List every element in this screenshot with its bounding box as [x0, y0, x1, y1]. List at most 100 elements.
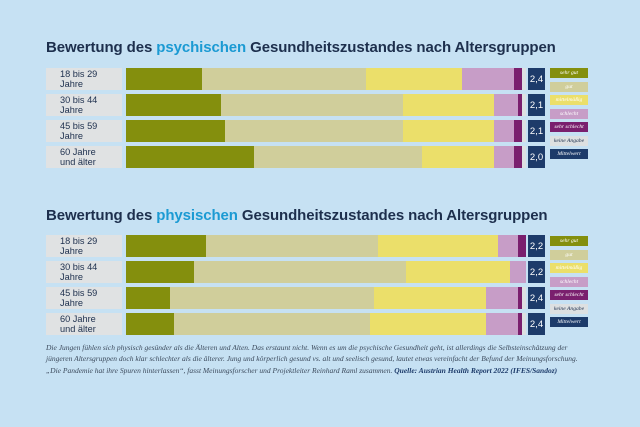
bar-segment-mittelmaessig	[370, 313, 486, 335]
bar-segment-keine-angabe	[522, 313, 526, 335]
chart-title: Bewertung des physischen Gesundheitszust…	[46, 207, 548, 224]
category-label: 18 bis 29 Jahre	[46, 235, 122, 257]
bar-segment-schlecht	[486, 287, 518, 309]
bar-segment-schlecht	[494, 146, 514, 168]
title-part-1: Bewertung des	[46, 39, 157, 56]
chart-row: 45 bis 59 Jahre 2,1	[0, 120, 640, 142]
bar-segment-schlecht	[462, 68, 514, 90]
bar-segment-sehr-schlecht	[518, 235, 526, 257]
bar-segment-gut	[206, 235, 378, 257]
caption-source: Quelle: Austrian Health Report 2022 (IFE…	[394, 365, 558, 375]
bar-segment-mittelmaessig	[422, 146, 494, 168]
chart-row: 18 bis 29 Jahre 2,2	[0, 235, 640, 257]
bar-segment-sehr-gut	[126, 261, 194, 283]
bar-segment-sehr-schlecht	[518, 313, 522, 335]
mean-value: 2,4	[528, 313, 545, 335]
stacked-bar	[126, 235, 526, 257]
bar-segment-sehr-gut	[126, 120, 225, 142]
mean-value: 2,0	[528, 146, 545, 168]
legend-item-keine-angabe: keine Angabe	[550, 303, 588, 314]
bar-segment-sehr-schlecht	[518, 287, 522, 309]
bar-segment-sehr-schlecht	[514, 120, 523, 142]
bar-segment-sehr-gut	[126, 235, 206, 257]
stacked-bar	[126, 94, 526, 116]
legend-item-schlecht: schlecht	[550, 108, 588, 119]
bar-segment-sehr-schlecht	[514, 146, 522, 168]
chart-row: 30 bis 44 Jahre 2,2	[0, 261, 640, 283]
bar-segment-gut	[221, 94, 404, 116]
mean-value: 2,2	[528, 235, 545, 257]
bar-segment-gut	[254, 146, 422, 168]
category-label: 45 bis 59 Jahre	[46, 120, 122, 142]
title-highlight: physischen	[156, 207, 238, 224]
stacked-bar	[126, 261, 526, 283]
bar-segment-gut	[174, 313, 370, 335]
legend-item-gut: gut	[550, 81, 588, 92]
mean-value: 2,4	[528, 68, 545, 90]
chart-row: 30 bis 44 Jahre 2,1	[0, 94, 640, 116]
legend-item-keine-angabe: keine Angabe	[550, 135, 588, 146]
chart-row: 18 bis 29 Jahre 2,4	[0, 68, 640, 90]
bar-segment-mittelmaessig	[378, 235, 498, 257]
stacked-bar	[126, 313, 526, 335]
mean-value: 2,2	[528, 261, 545, 283]
caption: Die Jungen fühlen sich physisch gesünder…	[46, 342, 594, 376]
title-part-1: Bewertung des	[46, 207, 157, 224]
chart-row: 45 bis 59 Jahre 2,4	[0, 287, 640, 309]
stacked-bar	[126, 68, 526, 90]
bar-segment-sehr-gut	[126, 287, 170, 309]
bar-segment-schlecht	[486, 313, 518, 335]
bar-segment-mittelmaessig	[406, 261, 510, 283]
chart-title: Bewertung des psychischen Gesundheitszus…	[46, 39, 556, 56]
mean-value: 2,1	[528, 94, 545, 116]
title-highlight: psychischen	[156, 39, 247, 56]
stacked-bar	[126, 120, 526, 142]
legend-item-schlecht: schlecht	[550, 276, 588, 287]
bar-segment-sehr-gut	[126, 146, 254, 168]
stacked-bar	[126, 287, 526, 309]
bar-segment-sehr-gut	[126, 94, 222, 116]
category-label: 60 Jahre und älter	[46, 313, 122, 335]
title-part-3: Gesundheitszustandes nach Altersgruppen	[246, 39, 556, 56]
caption-text: Die Jungen fühlen sich physisch gesünder…	[46, 343, 578, 375]
bar-segment-sehr-schlecht	[514, 68, 522, 90]
legend-item-sehr-gut: sehr gut	[550, 68, 588, 78]
legend-item-mittelmaessig: mittelmäßig	[550, 95, 588, 105]
category-label: 30 bis 44 Jahre	[46, 94, 122, 116]
stacked-bar	[126, 146, 526, 168]
category-label: 30 bis 44 Jahre	[46, 261, 122, 283]
legend-item-sehr-schlecht: sehr schlecht	[550, 290, 588, 300]
bar-segment-gut	[194, 261, 406, 283]
bar-segment-gut	[170, 287, 374, 309]
category-label: 60 Jahre und älter	[46, 146, 122, 168]
legend-item-mittelmaessig: mittelmäßig	[550, 263, 588, 273]
bar-segment-keine-angabe	[522, 120, 526, 142]
mean-value: 2,4	[528, 287, 545, 309]
bar-segment-schlecht	[494, 94, 519, 116]
bar-segment-gut	[202, 68, 366, 90]
bar-segment-gut	[225, 120, 404, 142]
legend-item-sehr-schlecht: sehr schlecht	[550, 122, 588, 132]
chart-row: 60 Jahre und älter 2,4	[0, 313, 640, 335]
mean-value: 2,1	[528, 120, 545, 142]
bar-segment-sehr-gut	[126, 68, 202, 90]
legend-item-mittelwert: Mittelwert	[550, 149, 588, 159]
bar-segment-mittelmaessig	[366, 68, 462, 90]
category-label: 18 bis 29 Jahre	[46, 68, 122, 90]
category-label: 45 bis 59 Jahre	[46, 287, 122, 309]
bar-segment-mittelmaessig	[403, 120, 495, 142]
bar-segment-schlecht	[510, 261, 526, 283]
bar-segment-keine-angabe	[522, 146, 526, 168]
bar-segment-schlecht	[494, 120, 515, 142]
chart-row: 60 Jahre und älter 2,0	[0, 146, 640, 168]
bar-segment-schlecht	[498, 235, 518, 257]
bar-segment-sehr-schlecht	[518, 94, 523, 116]
bar-segment-keine-angabe	[522, 287, 526, 309]
legend-item-gut: gut	[550, 249, 588, 260]
legend-item-mittelwert: Mittelwert	[550, 317, 588, 327]
bar-segment-sehr-gut	[126, 313, 174, 335]
title-part-3: Gesundheitszustandes nach Altersgruppen	[237, 207, 548, 224]
bar-segment-mittelmaessig	[403, 94, 495, 116]
bar-segment-keine-angabe	[522, 94, 526, 116]
legend-item-sehr-gut: sehr gut	[550, 236, 588, 246]
